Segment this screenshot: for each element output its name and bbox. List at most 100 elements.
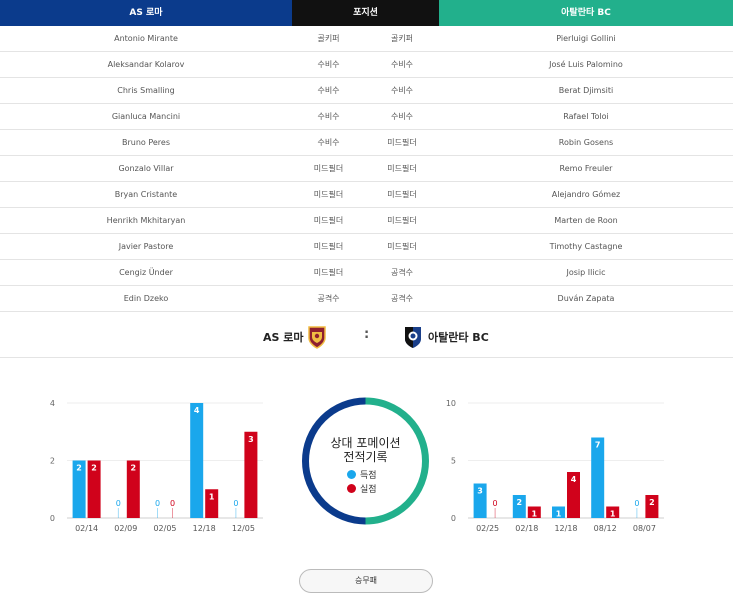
home-player-name: Aleksandar Kolarov (107, 60, 185, 69)
legend-conceded-label: 실점 (360, 485, 377, 495)
away-player-position: 미드필더 (387, 164, 417, 173)
home-player-position: 수비수 (317, 138, 340, 147)
bar-value-label: 1 (532, 510, 538, 519)
home-player-position: 수비수 (317, 112, 340, 121)
x-tick-label: 08/12 (594, 524, 617, 533)
y-tick-label: 0 (451, 514, 456, 523)
away-player-name: Remo Freuler (559, 164, 613, 173)
lineup-row: Gianluca Mancini 수비수 수비수 Rafael Toloi (0, 104, 733, 130)
lineup-row: Aleksandar Kolarov 수비수 수비수 José Luis Palomi… (0, 52, 733, 78)
away-player-position: 골키퍼 (390, 34, 414, 43)
conceded-bar (567, 472, 580, 518)
lineup-table: Antonio Mirante 골키퍼 골키퍼 Pierluigi Gollini Al… (0, 26, 733, 312)
conceded-dot-icon (347, 484, 356, 493)
home-team-name: AS 로마 (263, 331, 304, 344)
away-player-position: 수비수 (390, 112, 414, 121)
home-form-chart: 0 2 4 2 2 02/14 0 2 02/09 0 0 02/05 4 1 12/18 0 3 12/05 (45, 394, 267, 543)
record-title: 상대 포메이션 전적기록 (297, 436, 434, 464)
away-player-name: Josip Ilicic (566, 268, 606, 277)
home-player-position: 미드필더 (313, 242, 344, 251)
y-tick-label: 0 (50, 514, 55, 523)
x-tick-label: 12/18 (554, 524, 577, 533)
bar-value-label: 0 (493, 499, 498, 508)
bar-value-label: 0 (634, 499, 639, 508)
away-player-name: Rafael Toloi (563, 112, 609, 121)
y-tick-label: 4 (50, 399, 55, 408)
home-player-name: Javier Pastore (118, 242, 174, 251)
away-player-name: Robin Gosens (558, 138, 614, 147)
home-player-position: 미드필더 (313, 164, 344, 173)
home-player-position: 수비수 (317, 86, 340, 95)
home-player-position: 미드필더 (313, 216, 344, 225)
lineup-row: Bruno Peres 수비수 미드필더 Robin Gosens (0, 130, 733, 156)
bar-value-label: 3 (248, 435, 254, 444)
home-player-name: Bryan Cristante (114, 190, 178, 199)
bar-value-label: 1 (610, 510, 616, 519)
lineup-row: Antonio Mirante 골키퍼 골키퍼 Pierluigi Gollini (0, 26, 733, 52)
away-player-name: Marten de Roon (554, 216, 618, 225)
bar-value-label: 2 (91, 464, 97, 473)
roma-crest-icon (308, 326, 326, 349)
conceded-bar (645, 495, 659, 518)
x-tick-label: 08/07 (633, 524, 656, 533)
away-player-position: 미드필더 (387, 242, 417, 251)
away-player-name: Timothy Castagne (549, 242, 623, 251)
y-tick-label: 2 (50, 457, 55, 466)
x-tick-label: 12/18 (193, 524, 216, 533)
y-tick-label: 5 (451, 457, 456, 466)
home-player-name: Antonio Mirante (114, 34, 178, 43)
scored-bar (512, 495, 526, 518)
scored-bar (72, 460, 86, 518)
bar-value-label: 0 (155, 499, 160, 508)
bar-value-label: 4 (571, 475, 577, 484)
match-banner: AS 로마 : 아탈란타 BC (0, 320, 733, 358)
bar-value-label: 1 (556, 510, 562, 519)
formation-record-panel: 상대 포메이션 전적기록 득점 실점 (297, 396, 434, 525)
home-player-name: Henrikh Mkhitaryan (106, 216, 186, 225)
away-player-position: 미드필더 (387, 190, 417, 199)
lineup-row: Edin Dzeko 공격수 공격수 Duván Zapata (0, 286, 733, 312)
y-tick-label: 10 (446, 399, 456, 408)
home-player-position: 공격수 (317, 294, 340, 303)
away-player-position: 수비수 (390, 86, 414, 95)
x-tick-label: 02/18 (515, 524, 538, 533)
away-form-chart: 0 5 10 3 0 02/25 2 1 02/18 1 4 12/18 7 1 08/12 0 2 08/07 (446, 394, 668, 543)
bar-value-label: 2 (76, 464, 82, 473)
away-player-position: 미드필더 (387, 138, 417, 147)
bar-value-label: 0 (116, 499, 121, 508)
away-player-name: Duván Zapata (557, 294, 615, 303)
lineup-row: Cengiz Ünder 미드필더 공격수 Josip Ilicic (0, 260, 733, 286)
record-ring (302, 397, 429, 525)
bar-value-label: 2 (649, 498, 655, 507)
conceded-bar (527, 506, 541, 518)
home-player-position: 미드필더 (313, 190, 344, 199)
home-player-name: Bruno Peres (121, 138, 171, 147)
bar-value-label: 2 (517, 498, 523, 507)
lineup-row: Javier Pastore 미드필더 미드필더 Timothy Castagne (0, 234, 733, 260)
legend-scored: 득점 (347, 468, 377, 481)
match-separator: : (364, 327, 370, 342)
home-player-name: Gonzalo Villar (118, 164, 174, 173)
x-tick-label: 02/09 (114, 524, 137, 533)
x-tick-label: 02/14 (75, 524, 98, 533)
home-player-name: Chris Smalling (117, 86, 175, 95)
win-draw-lose-button[interactable]: 승무패 (299, 569, 433, 593)
scored-bar (473, 483, 487, 518)
away-team-name: 아탈란타 BC (428, 331, 489, 344)
x-tick-label: 02/05 (153, 524, 176, 533)
scored-bar (591, 437, 605, 518)
x-tick-label: 02/25 (476, 524, 499, 533)
home-team-header: AS 로마 (0, 0, 292, 26)
record-ring-home-arc (302, 397, 366, 525)
bar-value-label: 0 (170, 499, 175, 508)
home-player-name: Cengiz Ünder (119, 268, 173, 277)
lineup-row: Chris Smalling 수비수 수비수 Berat Djimsiti (0, 78, 733, 104)
home-player-name: Edin Dzeko (123, 294, 169, 303)
home-player-position: 골키퍼 (317, 34, 340, 43)
record-title-line1: 상대 포메이션 (330, 436, 401, 450)
away-player-position: 공격수 (390, 294, 414, 303)
atalanta-crest-icon (405, 327, 421, 348)
away-player-position: 수비수 (390, 60, 414, 69)
x-tick-label: 12/05 (232, 524, 255, 533)
